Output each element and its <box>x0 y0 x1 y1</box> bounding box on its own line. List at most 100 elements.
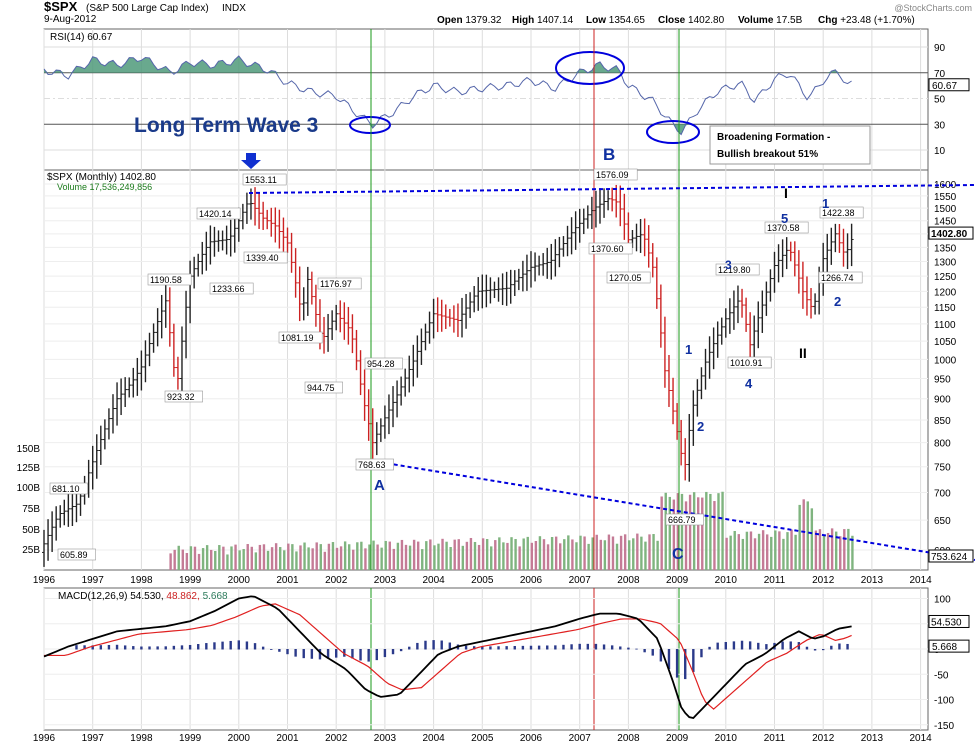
x-tick-label: 1999 <box>179 733 202 744</box>
volume-bar <box>636 533 639 570</box>
quote-volume: Volume 17.5B <box>738 15 803 26</box>
volume-bar <box>477 544 481 570</box>
price-tick-label: 1350 <box>934 243 957 254</box>
volume-bar <box>173 549 176 570</box>
macd-histogram-bar <box>115 644 119 650</box>
price-label: 1233.66 <box>212 284 245 294</box>
volume-bar <box>210 549 213 570</box>
volume-bars <box>169 491 854 570</box>
volume-bar <box>741 538 745 570</box>
x-tick-label: 2003 <box>374 575 397 586</box>
price-tick-label: 900 <box>934 395 951 406</box>
price-labels: 681.10 605.89 923.32 1190.58 1420.14 1233.66 1… <box>49 168 974 563</box>
macd-tag-box <box>928 614 970 628</box>
volume-bar <box>802 499 805 570</box>
x-tick-label: 1998 <box>130 575 153 586</box>
volume-bar <box>810 508 814 570</box>
x-tick-label: 2012 <box>812 575 835 586</box>
macd-histogram-bar <box>667 649 671 670</box>
volume-bar <box>826 532 830 570</box>
volume-bar <box>315 542 318 570</box>
wave-label: 3 <box>725 258 732 272</box>
price-label-box <box>242 173 287 186</box>
volume-bar <box>254 552 258 570</box>
price-label: 954.28 <box>367 359 395 369</box>
price-tick-label: 750 <box>934 463 951 474</box>
price-label: 1370.58 <box>767 223 800 233</box>
rsi-tick-label: 30 <box>934 120 946 131</box>
macd-tick-label: -50 <box>934 670 949 681</box>
volume-bar <box>352 549 355 570</box>
rsi-label: RSI(14) 60.67 <box>50 32 113 43</box>
rsi-ellipse <box>349 116 391 134</box>
price-label: 1370.60 <box>591 244 624 254</box>
volume-bar <box>672 499 676 570</box>
macd-histogram-bar <box>521 645 525 650</box>
macd-histogram-bar <box>570 644 573 650</box>
x-tick-label: 2000 <box>228 575 251 586</box>
macd-histogram-bar <box>724 641 727 650</box>
x-tick-label: 1996 <box>33 575 56 586</box>
price-tick-label: 1200 <box>934 287 957 298</box>
volume-bar <box>368 544 371 570</box>
volume-bar <box>485 539 489 570</box>
volume-bar <box>733 530 736 570</box>
macd-histogram-bar <box>245 641 249 650</box>
x-tick-label: 2004 <box>422 575 445 586</box>
volume-bar <box>697 497 700 570</box>
volume-bar <box>214 550 217 570</box>
macd-histogram-bar <box>286 649 289 655</box>
volume-bar <box>567 535 570 570</box>
volume-bar <box>335 547 339 570</box>
x-tick-label: 1999 <box>179 575 202 586</box>
volume-tick-label: 125B <box>17 463 41 474</box>
price-label-box <box>727 356 772 369</box>
price-label: 1190.58 <box>150 275 182 285</box>
volume-bar <box>465 541 469 570</box>
price-label: 1266.74 <box>821 273 854 283</box>
x-tick-label: 2009 <box>666 575 689 586</box>
x-tick-label: 1996 <box>33 733 56 744</box>
macd-histogram-bar <box>294 649 297 657</box>
volume-bar <box>615 543 619 570</box>
down-arrow-icon <box>241 153 261 169</box>
macd-histogram-bar <box>708 646 711 650</box>
volume-bar <box>839 536 842 570</box>
volume-bar <box>234 544 237 570</box>
price-label: 605.89 <box>60 550 88 560</box>
wave-label: 1 <box>685 342 692 357</box>
macd-histogram-bar <box>140 646 143 650</box>
volume-bar <box>656 540 659 570</box>
volume-bar <box>526 536 529 570</box>
volume-bar <box>376 544 379 570</box>
macd-histogram-bar <box>180 645 184 650</box>
volume-bar <box>396 542 400 570</box>
macd-tick-label: 100 <box>934 595 951 606</box>
volume-bar <box>274 543 278 570</box>
macd-histogram-bar <box>497 646 500 650</box>
volume-bar <box>473 541 477 570</box>
rsi-current-tag: 60.67 <box>932 81 957 92</box>
macd-histogram-bar <box>578 643 581 650</box>
price-tick-label: 1150 <box>934 303 956 314</box>
price-label-box <box>304 381 343 394</box>
price-label-box <box>665 513 704 526</box>
rsi-line <box>43 55 852 136</box>
x-tick-label: 2002 <box>325 575 348 586</box>
volume-bar <box>437 543 440 570</box>
macd-histogram-bar <box>107 644 111 650</box>
volume-bar <box>648 534 651 570</box>
volume-bar <box>676 493 680 570</box>
volume-bar <box>412 539 416 570</box>
macd-histogram-bar <box>684 649 687 680</box>
volume-bar <box>834 531 838 570</box>
volume-bar <box>392 548 396 570</box>
x-tick-label: 2006 <box>520 575 543 586</box>
volume-bar <box>830 528 834 570</box>
macd-histogram-bar <box>716 642 719 650</box>
macd-label: MACD(12,26,9) 54.530, 48.862, 5.668 <box>58 591 228 602</box>
x-tick-label: 2009 <box>666 733 689 744</box>
volume-bar <box>226 554 229 570</box>
volume-bar <box>599 539 603 570</box>
price-label-box <box>588 242 633 255</box>
